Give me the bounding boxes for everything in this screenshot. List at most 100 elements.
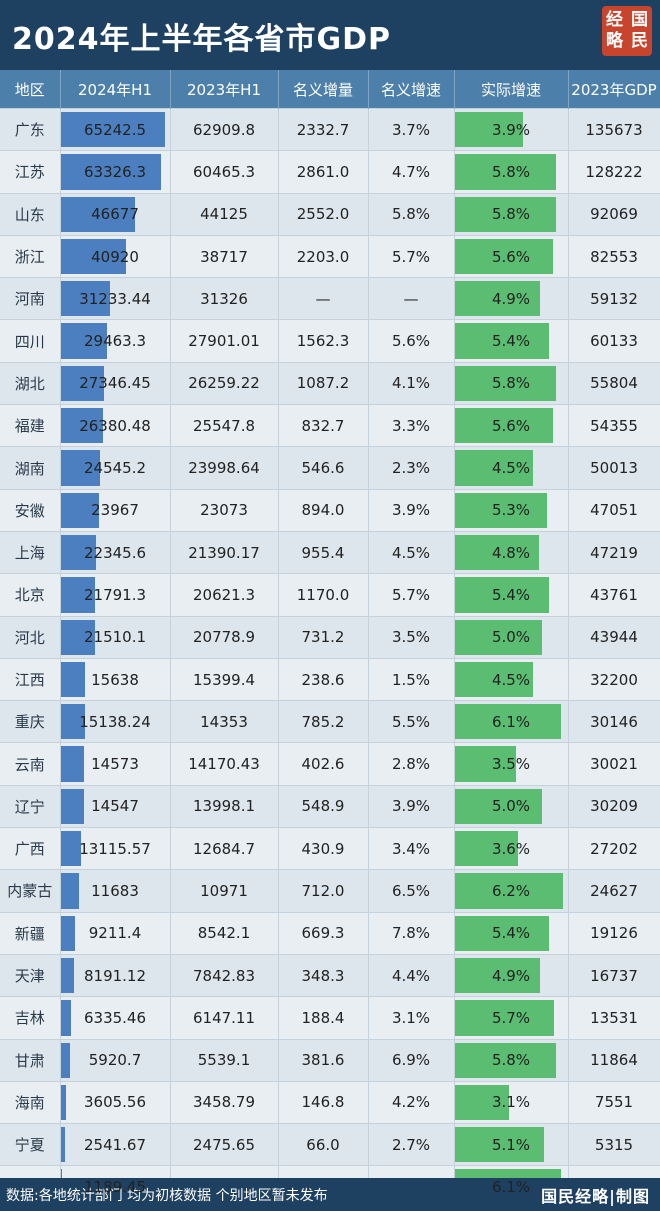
gdp-bar-label: 24545.2	[83, 459, 147, 478]
nominal-growth-cell: 5.8%	[368, 192, 455, 236]
gdp-2024h1-cell: 9211.4	[60, 911, 171, 955]
growth-bar-label: 5.3%	[491, 501, 531, 520]
real-growth-cell: 5.3%	[454, 488, 569, 532]
real-growth-cell: 4.8%	[454, 530, 569, 574]
gdp-bar	[60, 534, 97, 571]
nominal-growth-cell: 1.5%	[368, 657, 455, 701]
gdp-bar	[60, 831, 82, 867]
gdp-bar-label: 14547	[91, 797, 139, 816]
table-row: 辽宁 14547 13998.1 548.9 3.9% 5.0% 30209	[0, 784, 660, 828]
gdp-2023h1-cell: 15399.4	[170, 657, 279, 701]
growth-bar	[454, 1000, 555, 1036]
gdp-2023h1-cell: 8542.1	[170, 911, 279, 955]
gdp-bar-label: 15638	[91, 670, 139, 689]
growth-bar	[454, 1127, 544, 1163]
growth-bar	[454, 154, 556, 190]
growth-bar	[454, 1084, 509, 1121]
region-cell: 广东	[0, 107, 61, 151]
growth-bar-label: 5.7%	[491, 1008, 531, 1027]
gdp-bar	[60, 196, 135, 232]
header: 2024年上半年各省市GDP 经 国 略 民	[0, 0, 660, 68]
gdp-bar	[60, 1000, 71, 1036]
gdp-2024h1-cell: 5920.7	[60, 1038, 171, 1082]
nominal-growth-cell: 3.7%	[368, 107, 455, 151]
region-cell: 四川	[0, 319, 61, 363]
nominal-increase-cell: 955.4	[278, 530, 369, 574]
gdp-2023-cell: 50013	[568, 446, 660, 490]
real-growth-cell: 5.6%	[454, 404, 569, 447]
gdp-2023-cell: 82553	[568, 234, 660, 278]
region-cell: 宁夏	[0, 1123, 61, 1166]
real-growth-cell: 5.8%	[454, 150, 569, 194]
nominal-growth-cell: 3.1%	[368, 996, 455, 1040]
growth-bar	[454, 873, 563, 909]
region-cell: 海南	[0, 1080, 61, 1124]
real-growth-cell: 3.5%	[454, 742, 569, 786]
gdp-bar	[60, 1127, 65, 1163]
gdp-2023h1-cell: 7842.83	[170, 953, 279, 997]
table-row: 重庆 15138.24 14353 785.2 5.5% 6.1% 30146	[0, 700, 660, 743]
gdp-2024h1-cell: 63326.3	[60, 150, 171, 194]
table-row: 山东 46677 44125 2552.0 5.8% 5.8% 92069	[0, 192, 660, 236]
page-title: 2024年上半年各省市GDP	[12, 22, 392, 57]
gdp-bar-label: 14573	[91, 755, 139, 774]
nominal-increase-cell: 2552.0	[278, 192, 369, 236]
growth-bar	[454, 112, 523, 148]
real-growth-cell: 4.9%	[454, 953, 569, 997]
gdp-2024h1-cell: 14547	[60, 784, 171, 828]
gdp-2023h1-cell: 14170.43	[170, 742, 279, 786]
gdp-bar	[60, 112, 165, 148]
gdp-2023h1-cell: 13998.1	[170, 784, 279, 828]
gdp-bar	[60, 873, 80, 909]
gdp-2023h1-cell: 23073	[170, 488, 279, 532]
nominal-increase-cell: 146.8	[278, 1080, 369, 1124]
table-row: 广东 65242.5 62909.8 2332.7 3.7% 3.9% 135673	[0, 107, 660, 151]
growth-bar	[454, 957, 541, 994]
logo-char: 国	[631, 10, 648, 30]
region-cell: 上海	[0, 530, 61, 574]
real-growth-cell: 5.6%	[454, 234, 569, 278]
nominal-growth-cell: 3.3%	[368, 404, 455, 447]
gdp-2023-cell: 13531	[568, 996, 660, 1040]
region-cell: 吉林	[0, 996, 61, 1040]
gdp-2024h1-cell: 15638	[60, 657, 171, 701]
region-cell: 天津	[0, 953, 61, 997]
gdp-2023-cell: 135673	[568, 107, 660, 151]
gdp-2023h1-cell: 6147.11	[170, 996, 279, 1040]
growth-bar-label: 3.5%	[491, 755, 531, 774]
table-body: 广东 65242.5 62909.8 2332.7 3.7% 3.9% 135673 江苏 63…	[0, 107, 660, 1208]
gdp-2023h1-cell: 38717	[170, 234, 279, 278]
gdp-2024h1-cell: 11683	[60, 869, 171, 913]
gdp-bar	[60, 915, 76, 951]
gdp-bar	[60, 281, 111, 317]
gdp-bar-label: 63326.3	[83, 162, 147, 181]
growth-bar-label: 5.8%	[491, 205, 531, 224]
nominal-growth-cell: 6.5%	[368, 869, 455, 913]
nominal-growth-cell: 4.4%	[368, 953, 455, 997]
growth-bar	[454, 365, 556, 402]
gdp-bar	[60, 323, 108, 359]
growth-bar-label: 5.8%	[491, 1051, 531, 1070]
gdp-2023h1-cell: 21390.17	[170, 530, 279, 574]
table-row: 宁夏 2541.67 2475.65 66.0 2.7% 5.1% 5315	[0, 1123, 660, 1166]
nominal-growth-cell: 5.7%	[368, 573, 455, 617]
gdp-2023-cell: 16737	[568, 953, 660, 997]
gdp-2023h1-cell: 60465.3	[170, 150, 279, 194]
table-row: 江西 15638 15399.4 238.6 1.5% 4.5% 32200	[0, 657, 660, 701]
gdp-2023-cell: 27202	[568, 827, 660, 870]
nominal-growth-cell: 4.1%	[368, 361, 455, 405]
nominal-increase-cell: 430.9	[278, 827, 369, 870]
gdp-bar-label: 21791.3	[83, 585, 147, 604]
gdp-2024h1-cell: 27346.45	[60, 361, 171, 405]
growth-bar	[454, 1042, 556, 1078]
table-row: 江苏 63326.3 60465.3 2861.0 4.7% 5.8% 128222	[0, 150, 660, 194]
gdp-2023h1-cell: 31326	[170, 277, 279, 320]
gdp-2024h1-cell: 40920	[60, 234, 171, 278]
gdp-2023-cell: 30209	[568, 784, 660, 828]
growth-bar	[454, 196, 556, 232]
nominal-growth-cell: 6.9%	[368, 1038, 455, 1082]
growth-bar-label: 5.0%	[491, 797, 531, 816]
nominal-growth-cell: 5.5%	[368, 700, 455, 743]
gdp-2023h1-cell: 27901.01	[170, 319, 279, 363]
gdp-bar-label: 31233.44	[79, 289, 151, 308]
